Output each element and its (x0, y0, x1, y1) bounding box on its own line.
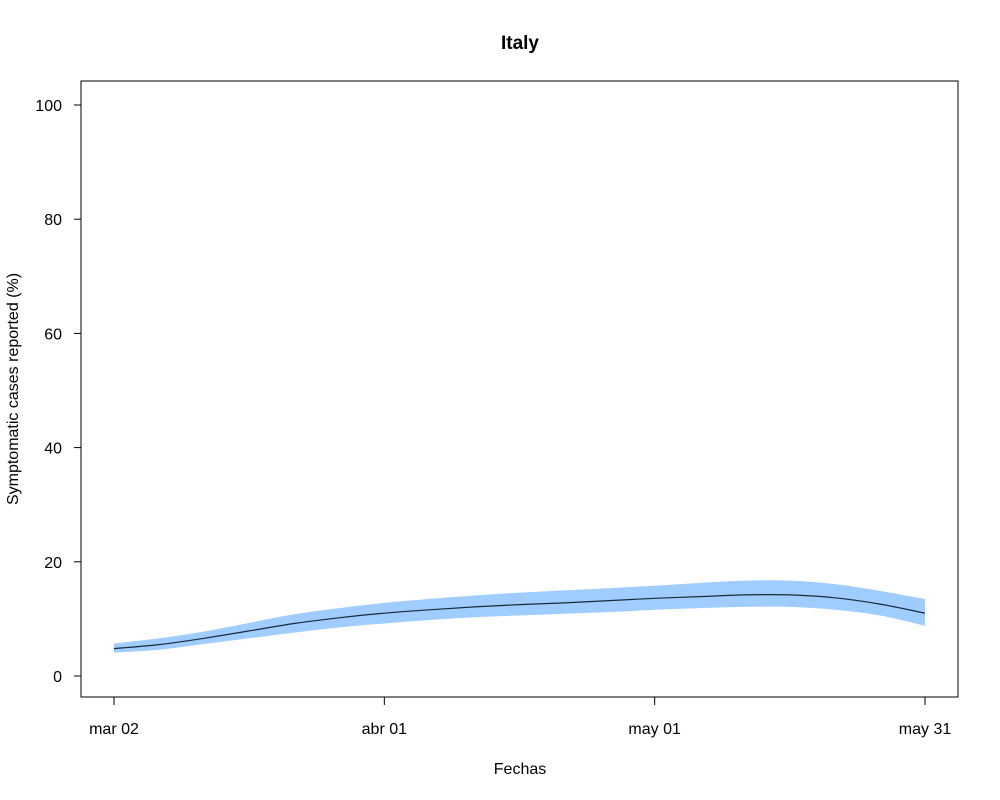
y-axis-label: Symptomatic cases reported (%) (5, 273, 22, 505)
chart-title: Italy (501, 33, 539, 54)
y-tick-label: 100 (35, 98, 62, 115)
y-tick-label: 80 (44, 212, 62, 229)
y-tick-label: 40 (44, 441, 62, 458)
x-axis-label: Fechas (494, 761, 546, 778)
y-tick-label: 60 (44, 326, 62, 343)
x-axis: mar 02 abr 01 may 01 may 31 (89, 696, 952, 738)
x-tick-label: abr 01 (362, 721, 407, 738)
mean-line (113, 594, 926, 650)
confidence-band (114, 580, 925, 653)
y-tick-label: 0 (53, 669, 62, 686)
x-tick-label: may 31 (899, 721, 952, 738)
y-tick-label: 20 (44, 555, 62, 572)
x-tick-label: may 01 (628, 721, 681, 738)
y-axis: 0 20 40 60 80 100 (35, 98, 82, 686)
x-tick-label: mar 02 (89, 721, 139, 738)
